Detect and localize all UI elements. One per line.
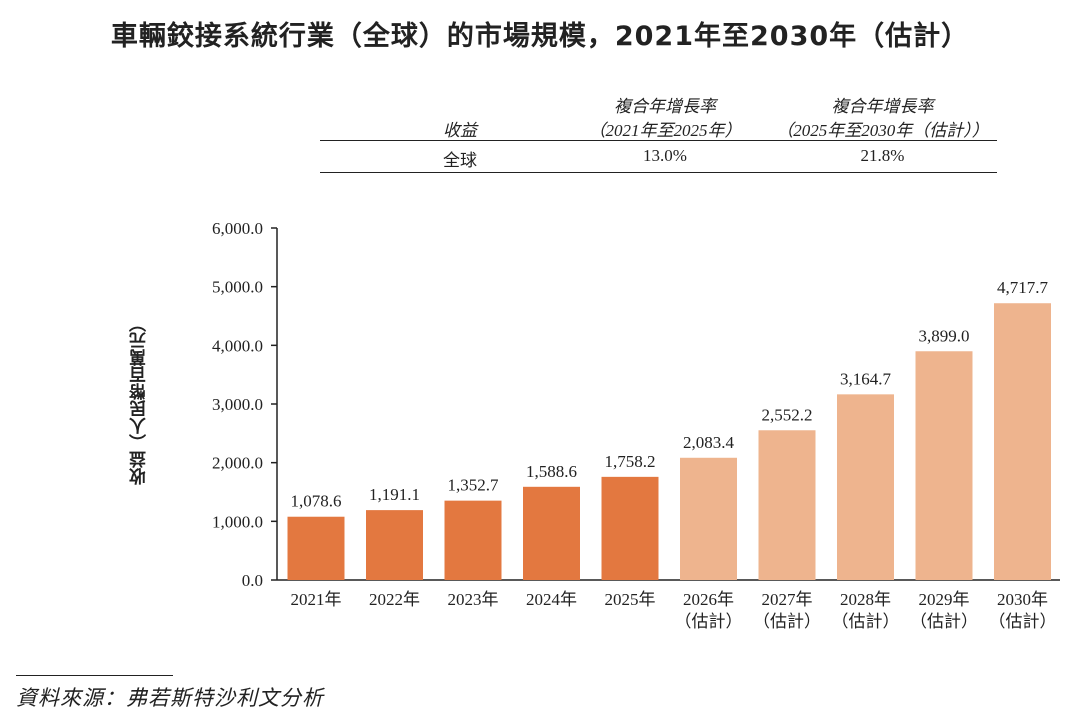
data-label-5: 2,083.4 xyxy=(683,433,735,452)
table-header-cagr-1-period: （2021年至2025年） xyxy=(588,121,742,140)
data-label-0: 1,078.6 xyxy=(291,492,342,511)
x-tick-label-5: 2026年 xyxy=(683,590,734,609)
x-tick-label-0: 2021年 xyxy=(291,590,342,609)
source-note: 資料來源：弗若斯特沙利文分析 xyxy=(16,686,324,710)
table-cagr-value-2: 21.8% xyxy=(860,146,905,165)
cagr-table: 收益 複合年增長率 （2021年至2025年） 複合年增長率 （2025年至20… xyxy=(320,90,997,174)
x-tick-label-3: 2024年 xyxy=(526,590,577,609)
bar-4 xyxy=(601,476,659,580)
x-tick-label-8: 2029年 xyxy=(919,590,970,609)
table-row-label: 全球 xyxy=(443,151,477,170)
table-top-rule xyxy=(320,140,997,141)
data-label-6: 2,552.2 xyxy=(762,405,813,424)
table-header-cagr-2: 複合年增長率 xyxy=(831,97,934,116)
chart-title: 車輛鉸接系統行業（全球）的市場規模，2021年至2030年（估計） xyxy=(110,21,970,52)
data-label-8: 3,899.0 xyxy=(919,326,970,345)
x-tick-label-4: 2025年 xyxy=(605,590,656,609)
table-header-revenue: 收益 xyxy=(443,121,477,140)
y-tick-label: 0.0 xyxy=(242,571,263,590)
bar-8 xyxy=(915,351,973,580)
x-tick-label-1: 2022年 xyxy=(369,590,420,609)
table-cagr-value-1: 13.0% xyxy=(643,146,687,165)
data-label-9: 4,717.7 xyxy=(997,278,1049,297)
bar-5 xyxy=(680,457,737,580)
bar-0 xyxy=(287,516,345,580)
table-header-cagr-2-period: （2025年至2030年（估計）） xyxy=(776,121,989,140)
x-tick-label-7: （估計） xyxy=(832,612,900,631)
data-label-1: 1,191.1 xyxy=(369,485,420,504)
x-tick-label-2: 2023年 xyxy=(448,590,499,609)
x-tick-label-7: 2028年 xyxy=(840,590,891,609)
bar-7 xyxy=(837,394,894,580)
x-tick-label-6: （估計） xyxy=(753,612,821,631)
bar-9 xyxy=(994,303,1051,580)
y-tick-label: 5,000.0 xyxy=(212,278,263,297)
y-tick-label: 4,000.0 xyxy=(212,336,263,355)
data-label-7: 3,164.7 xyxy=(840,369,892,388)
data-label-2: 1,352.7 xyxy=(448,476,500,495)
y-tick-label: 3,000.0 xyxy=(212,395,263,414)
y-tick-label: 1,000.0 xyxy=(212,512,263,531)
bar-2 xyxy=(444,500,502,580)
x-tick-label-5: （估計） xyxy=(675,612,743,631)
y-tick-label: 2,000.0 xyxy=(212,454,263,473)
x-tick-label-8: （估計） xyxy=(910,612,978,631)
source-rule xyxy=(16,675,173,676)
bar-3 xyxy=(523,486,580,580)
table-bottom-rule xyxy=(320,172,997,173)
table-header-cagr-1: 複合年增長率 xyxy=(614,97,716,116)
data-label-4: 1,758.2 xyxy=(605,452,656,471)
bar-6 xyxy=(758,430,816,580)
bar-1 xyxy=(366,510,423,580)
x-tick-label-9: （估計） xyxy=(989,612,1057,631)
data-label-3: 1,588.6 xyxy=(526,462,577,481)
x-tick-label-6: 2027年 xyxy=(762,590,813,609)
x-tick-label-9: 2030年 xyxy=(997,590,1048,609)
y-tick-label: 6,000.0 xyxy=(212,219,263,238)
